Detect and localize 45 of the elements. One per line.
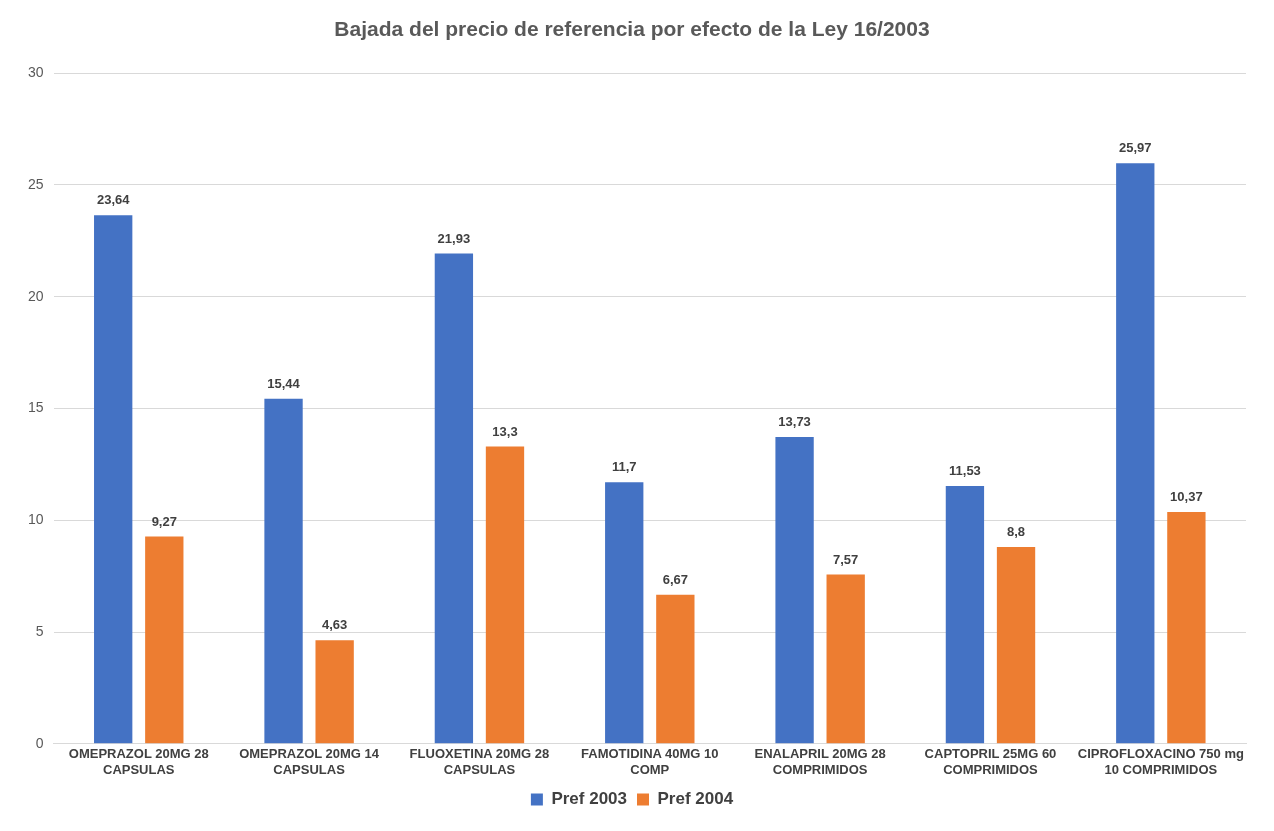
x-tick-label: FLUOXETINA 20MG 28 CAPSULAS [409,746,550,777]
y-tick-label: 5 [35,622,44,639]
data-label: 23,64 [96,192,131,208]
bar [826,574,865,744]
bar [315,640,354,744]
x-tick-label: ENALAPRIL 20MG 28 COMPRIMIDOS [754,746,886,777]
data-label: 7,57 [833,551,859,567]
legend-label: Pref 2004 [657,789,734,809]
data-label: 11,7 [611,459,637,475]
x-tick-label: OMEPRAZOL 20MG 14 CAPSULAS [239,746,380,777]
chart-title: Bajada del precio de referencia por efecto de la Ley 16/2003 [334,17,930,41]
data-label: 9,27 [151,513,177,529]
data-label: 11,53 [949,463,981,479]
data-label: 25,97 [1119,140,1152,156]
data-label: 13,3 [492,423,518,439]
y-tick-label: 15 [27,399,44,416]
bar [1116,163,1155,744]
bar [145,536,184,744]
x-tick-label: CIPROFLOXACINO 750 mg 10 COMPRIMIDOS [1077,746,1244,777]
y-tick-label: 30 [27,64,44,81]
y-tick-label: 10 [27,511,44,528]
x-tick-label: OMEPRAZOL 20MG 28 CAPSULAS [68,746,209,777]
data-label: 10,37 [1170,489,1203,505]
bar [775,436,814,744]
legend-label: Pref 2003 [551,789,628,809]
data-label: 8,8 [1006,524,1026,540]
data-label: 6,67 [662,571,688,587]
bar [434,253,474,744]
y-tick-label: 0 [35,734,44,751]
bar [264,398,303,744]
bar [996,547,1036,744]
data-label: 13,73 [778,413,811,429]
bar [605,482,644,744]
data-label: 21,93 [437,230,471,246]
y-tick-label: 25 [27,175,44,192]
x-tick-label: FAMOTIDINA 40MG 10 COMP [581,746,719,777]
bar [1167,512,1206,744]
bar [94,215,133,744]
bar [485,446,525,744]
bar [656,594,695,744]
x-tick-label: CAPTOPRIL 25MG 60 COMPRIMIDOS [924,746,1057,777]
y-tick-label: 20 [27,287,44,304]
data-label: 15,44 [267,375,301,391]
data-label: 4,63 [321,617,348,633]
bar [945,486,985,744]
